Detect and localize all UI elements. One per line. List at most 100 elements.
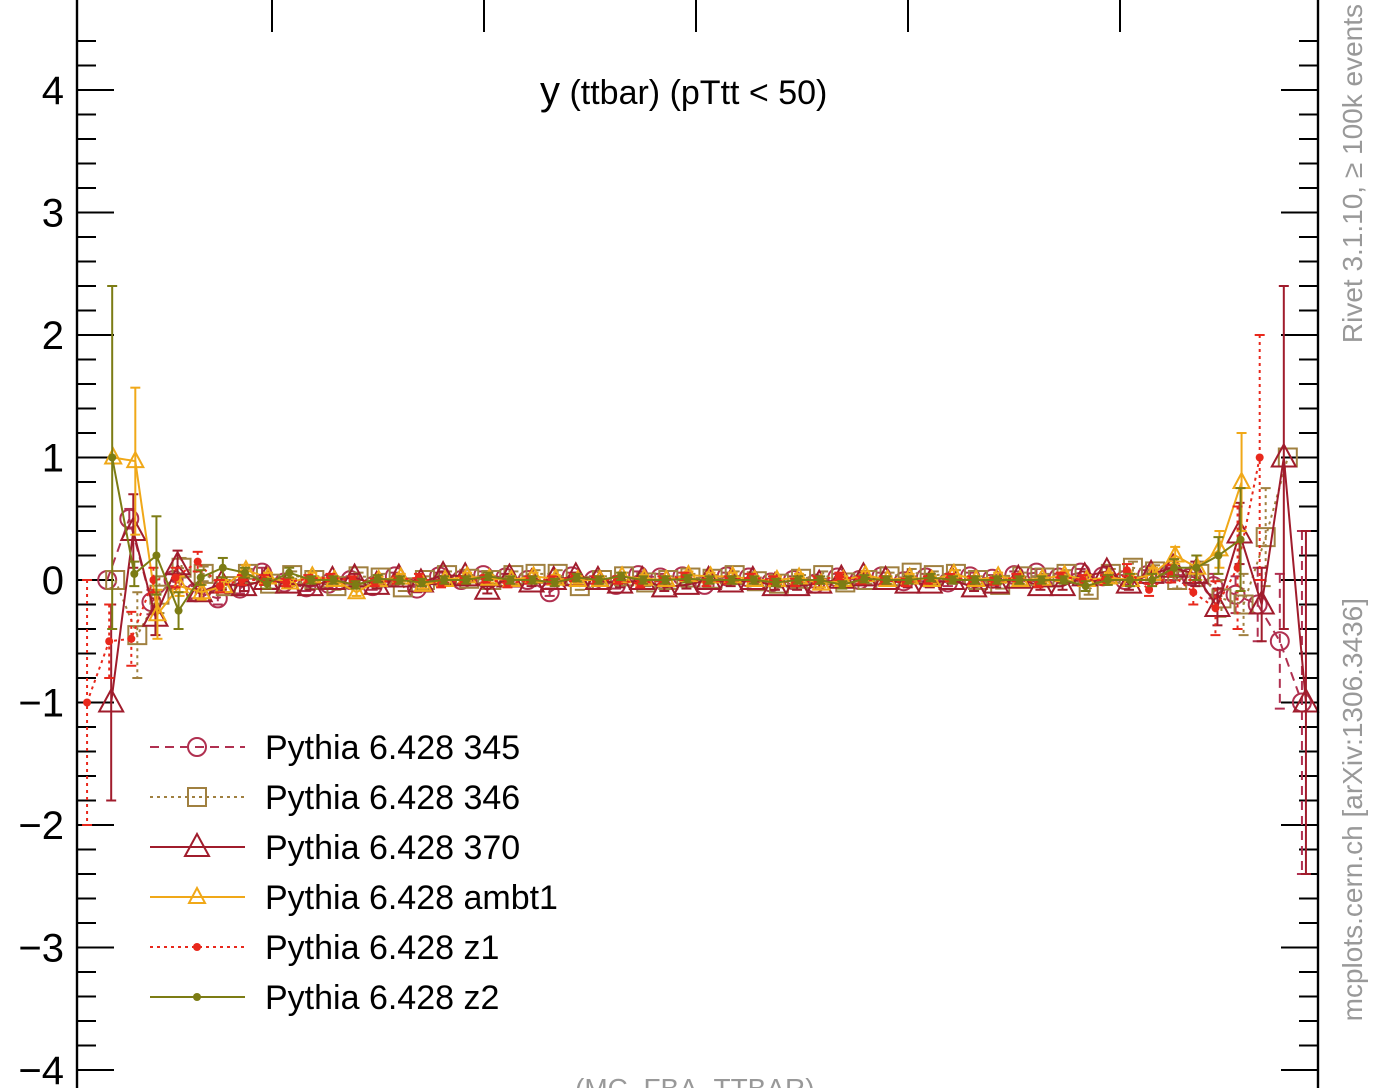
data-point	[240, 568, 249, 577]
axis-ticks	[78, 0, 1317, 1071]
data-point	[1015, 576, 1024, 584]
data-point	[263, 579, 272, 588]
rivet-version-label: Rivet 3.1.10, ≥ 100k events	[1337, 4, 1368, 343]
data-point	[346, 581, 367, 600]
data-point	[1103, 576, 1112, 584]
data-point	[1148, 576, 1157, 584]
y-tick-label: 1	[42, 437, 64, 481]
data-point	[395, 576, 404, 584]
data-point	[329, 576, 338, 584]
legend-label: Pythia 6.428 z1	[265, 929, 499, 967]
data-point	[193, 563, 214, 584]
data-point	[1115, 568, 1143, 594]
data-point	[105, 637, 114, 646]
data-point	[727, 576, 736, 584]
data-point	[127, 634, 136, 643]
data-point	[794, 576, 803, 584]
legend-entry: Pythia 6.428 345	[150, 729, 520, 767]
series-6	[107, 285, 1246, 630]
mcplots-source-label: mcplots.cern.ch [arXiv:1306.3436]	[1337, 598, 1368, 1021]
data-point	[417, 578, 426, 587]
footer-label: (MC_FBA_TTBAR)	[575, 1073, 815, 1088]
y-tick-label: 2	[42, 314, 64, 358]
data-point	[528, 576, 537, 584]
data-point	[97, 687, 125, 713]
data-point	[749, 576, 758, 584]
y-tick-label: −3	[18, 927, 64, 971]
plot-title: y (ttbar) (pTtt < 50)	[540, 69, 827, 113]
data-point	[683, 574, 692, 583]
legend-swatch-marker	[187, 885, 207, 904]
data-point	[174, 606, 183, 615]
data-point	[351, 580, 360, 589]
plot-title-rest: (ttbar) (pTtt < 50)	[560, 74, 827, 112]
data-point	[105, 570, 126, 590]
data-point	[1125, 576, 1134, 584]
data-point	[835, 572, 844, 581]
data-point	[462, 576, 471, 584]
data-point	[285, 568, 294, 577]
data-point	[1292, 687, 1320, 713]
series-layer	[82, 285, 1320, 875]
data-point	[196, 573, 205, 582]
data-point	[440, 576, 449, 584]
data-point	[192, 581, 212, 600]
data-point	[639, 576, 648, 584]
data-point	[373, 574, 382, 583]
legend-entry: Pythia 6.428 370	[150, 829, 520, 867]
data-point	[152, 551, 161, 560]
y-tick-label: −2	[18, 804, 64, 848]
legend-label: Pythia 6.428 370	[265, 829, 520, 867]
data-point	[1122, 566, 1131, 575]
legend-swatch-marker	[193, 993, 201, 1001]
legend-label: Pythia 6.428 ambt1	[265, 879, 558, 917]
data-point	[119, 515, 147, 541]
data-point	[1214, 551, 1223, 560]
data-point	[1192, 563, 1201, 572]
data-point	[948, 576, 957, 584]
data-point	[1236, 535, 1245, 544]
legend-entry: Pythia 6.428 z1	[150, 929, 499, 967]
data-point	[594, 576, 603, 584]
data-point	[1211, 604, 1220, 613]
data-point	[1233, 594, 1254, 615]
data-point	[860, 574, 869, 583]
data-point	[282, 578, 291, 587]
data-point	[1081, 582, 1090, 591]
series-line	[111, 457, 1242, 613]
data-point	[171, 573, 180, 582]
legend-swatch-marker	[193, 943, 201, 951]
legend-entry: Pythia 6.428 ambt1	[150, 879, 558, 917]
data-point	[1037, 576, 1046, 584]
y-tick-label: −1	[18, 682, 64, 726]
data-point	[617, 572, 626, 581]
data-point	[484, 572, 493, 581]
data-point	[307, 576, 316, 584]
data-point	[1167, 570, 1188, 590]
data-point	[1203, 591, 1232, 617]
data-point	[1255, 527, 1276, 548]
legend-entry: Pythia 6.428 346	[150, 779, 520, 817]
y-tick-label: 3	[42, 192, 64, 236]
legend-swatch-marker	[187, 737, 207, 757]
data-point	[147, 603, 168, 622]
data-point	[215, 582, 224, 591]
data-point	[971, 576, 980, 584]
data-point	[127, 625, 148, 646]
data-point	[1270, 442, 1298, 468]
legend-entry: Pythia 6.428 z2	[150, 979, 499, 1017]
data-point	[1189, 588, 1198, 597]
data-point	[771, 578, 780, 587]
data-point	[108, 453, 117, 462]
legend-label: Pythia 6.428 345	[265, 729, 520, 767]
legend-swatch-marker	[183, 831, 211, 857]
y-tick-label: 0	[42, 559, 64, 603]
data-point	[473, 574, 501, 600]
data-point	[572, 573, 581, 582]
legend-swatch-marker	[187, 787, 207, 807]
data-point	[550, 578, 559, 587]
data-point	[130, 569, 139, 578]
data-point	[119, 508, 140, 529]
legend-label: Pythia 6.428 z2	[265, 979, 499, 1017]
